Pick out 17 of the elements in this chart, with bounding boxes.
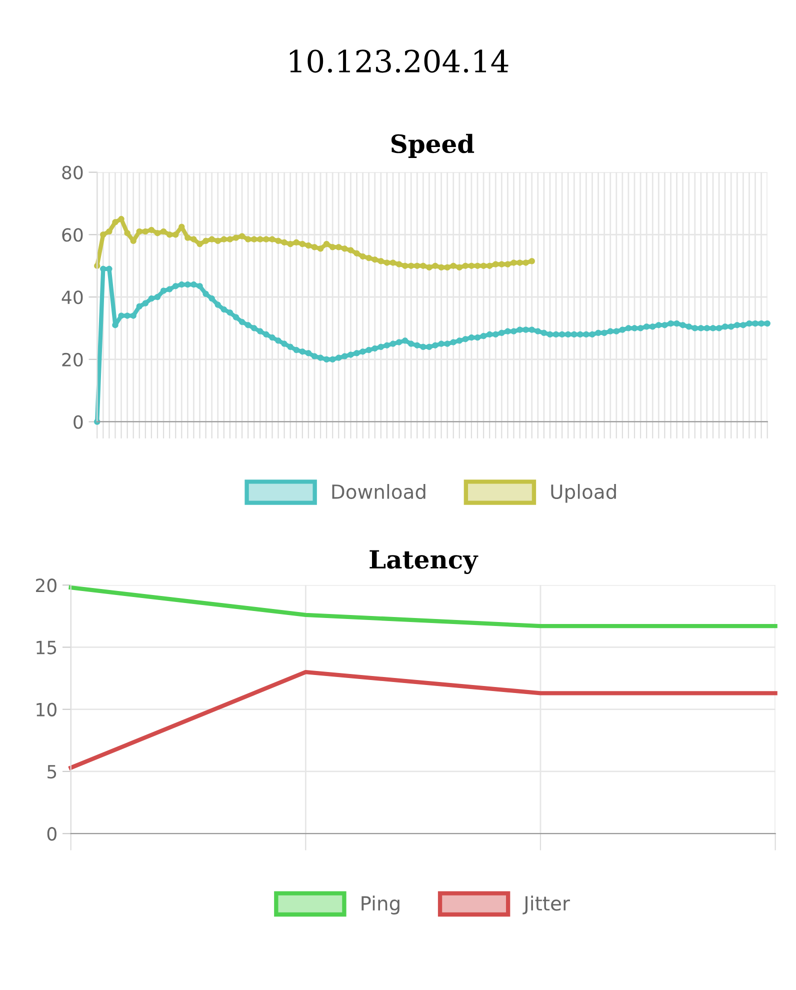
y-tick-label: 0 <box>47 827 56 841</box>
legend-label: Download <box>332 484 426 500</box>
y-tick-label: 0 <box>74 415 83 429</box>
legend-label: Jitter <box>522 896 570 914</box>
y-tick-label: 15 <box>36 640 56 654</box>
chart-title: 10.123.204.14 <box>290 50 508 73</box>
y-tick-label: 20 <box>36 578 56 592</box>
y-tick-label: 10 <box>36 702 56 716</box>
y-tick-label: 60 <box>62 228 83 242</box>
y-tick-label: 20 <box>62 352 83 366</box>
legend-label: Ping <box>362 896 400 914</box>
legend-label: Upload <box>551 484 616 503</box>
y-tick-label: 5 <box>48 765 56 779</box>
y-tick-label: 40 <box>62 290 83 304</box>
y-tick-label: 80 <box>62 166 83 180</box>
chart-subtitle: Speed <box>391 134 474 158</box>
chart-title: Latency <box>370 550 478 574</box>
